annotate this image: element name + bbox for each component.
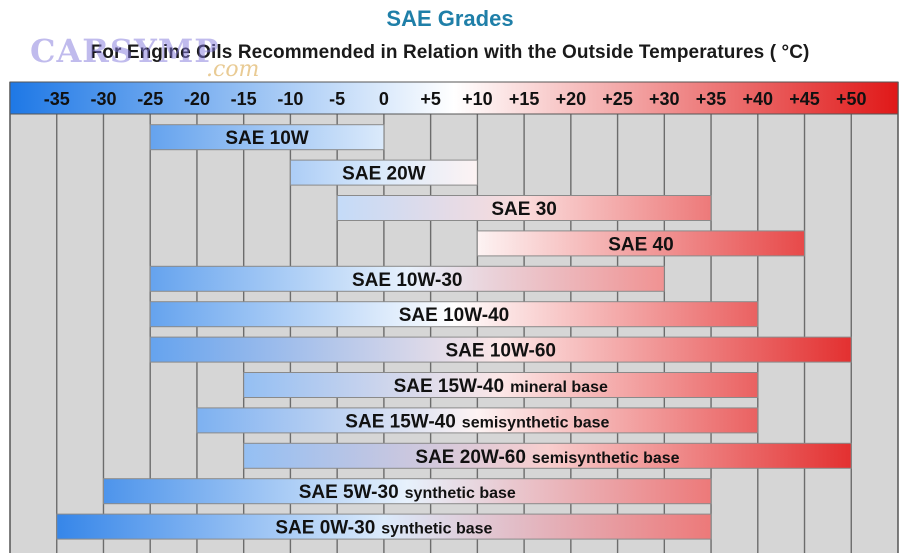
grade-bar: SAE 20W (289, 159, 478, 186)
grade-bar: SAE 10W-60 (149, 336, 852, 363)
grade-name: SAE 20W (342, 164, 425, 185)
x-tick-label: +10 (462, 89, 493, 109)
x-tick-label: -10 (277, 89, 303, 109)
x-tick-label: +15 (509, 89, 540, 109)
grade-base-type: semisynthetic base (462, 414, 610, 431)
grade-bar-rect (149, 265, 665, 292)
grade-name: SAE 10W-60 (445, 341, 556, 362)
grade-name: SAE 10W-40 (399, 305, 510, 326)
grade-bar-label: SAE 10W-60 (445, 341, 556, 362)
grade-bar-label: SAE 20W-60 semisynthetic base (415, 447, 679, 468)
x-tick-label: +25 (602, 89, 633, 109)
x-tick-label: +30 (649, 89, 680, 109)
x-tick-label: +35 (696, 89, 727, 109)
grade-bar-rect (289, 159, 478, 186)
grade-bar: SAE 40 (476, 230, 806, 257)
grade-name: SAE 15W-40 (345, 411, 456, 432)
x-tick-label: -35 (44, 89, 70, 109)
x-tick-label: +50 (836, 89, 867, 109)
grade-bar-rect (243, 372, 759, 398)
grade-name: SAE 30 (491, 199, 556, 220)
temperature-scale-band (9, 81, 899, 115)
grade-bar: SAE 10W-30 (149, 265, 665, 292)
x-tick-label: -20 (184, 89, 210, 109)
grade-bar-label: SAE 20W (342, 164, 425, 185)
grade-bar-label: SAE 30 (491, 199, 556, 220)
grade-name: SAE 15W-40 (394, 376, 505, 397)
grade-bar-rect (149, 336, 852, 363)
grade-bar: SAE 15W-40 mineral base (243, 372, 759, 398)
grade-bar-rect (243, 442, 852, 469)
grade-bar: SAE 30 (336, 195, 712, 221)
grade-bar-label: SAE 15W-40 semisynthetic base (345, 411, 609, 432)
grade-name: SAE 0W-30 (275, 518, 375, 539)
x-tick-label: +40 (743, 89, 774, 109)
grade-bar-label: SAE 40 (608, 234, 673, 255)
grade-name: SAE 40 (608, 234, 673, 255)
grade-bar-rect (149, 301, 759, 328)
grade-bar-label: SAE 15W-40 mineral base (394, 376, 608, 397)
grade-name: SAE 20W-60 (415, 447, 526, 468)
grade-bar-rect (102, 478, 712, 505)
grade-bar-rect (196, 407, 759, 434)
grade-name: SAE 5W-30 (299, 482, 399, 503)
x-tick-label: -30 (90, 89, 116, 109)
x-tick-label: -15 (231, 89, 257, 109)
chart-subtitle: For Engine Oils Recommended in Relation … (90, 42, 810, 63)
x-tick-label: -5 (329, 89, 345, 109)
grade-bar-rect (56, 513, 712, 540)
grade-base-type: synthetic base (405, 485, 516, 502)
x-tick-label: +20 (556, 89, 587, 109)
x-tick-label: +5 (420, 89, 441, 109)
grade-base-type: semisynthetic base (532, 450, 680, 467)
grade-bar-label: SAE 10W (225, 128, 308, 149)
grade-name: SAE 10W-30 (352, 270, 463, 291)
grade-bar-rect (476, 230, 806, 257)
grade-name: SAE 10W (225, 128, 308, 149)
x-tick-label: +45 (789, 89, 820, 109)
grade-bar: SAE 10W-40 (149, 301, 759, 328)
grade-bar-rect (336, 195, 712, 221)
grade-bar-label: SAE 10W-30 (352, 270, 463, 291)
chart-title: SAE Grades (386, 6, 514, 31)
grade-bar: SAE 15W-40 semisynthetic base (196, 407, 759, 434)
x-tick-label: 0 (379, 89, 389, 109)
grade-base-type: mineral base (510, 379, 608, 396)
grade-bar: SAE 10W (149, 124, 385, 151)
x-tick-label: -25 (137, 89, 163, 109)
grade-bar: SAE 0W-30 synthetic base (56, 513, 712, 540)
grade-bar-label: SAE 5W-30 synthetic base (299, 482, 516, 503)
grade-bar-rect (149, 124, 385, 151)
grade-bar-label: SAE 0W-30 synthetic base (275, 518, 492, 539)
grade-bar: SAE 5W-30 synthetic base (102, 478, 712, 505)
grade-bar: SAE 20W-60 semisynthetic base (243, 442, 852, 469)
grade-base-type: synthetic base (381, 521, 492, 538)
grade-bar-label: SAE 10W-40 (399, 305, 510, 326)
